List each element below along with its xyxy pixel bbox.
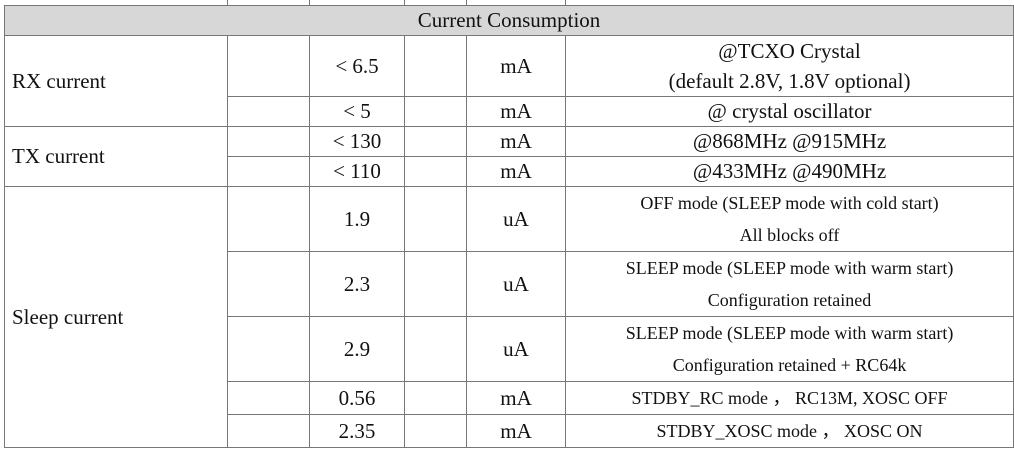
condition-line: @TCXO Crystal [718, 39, 861, 63]
unit-cell: uA [466, 186, 566, 252]
unit-cell: mA [466, 381, 566, 415]
min-cell [227, 156, 310, 187]
min-cell [227, 381, 310, 415]
condition-cell: @868MHz @915MHz [564, 126, 1014, 157]
max-cell [404, 251, 467, 317]
section-header: Current Consumption [3, 5, 1014, 36]
value-cell: 2.3 [309, 251, 405, 317]
condition-line: (default 2.8V, 1.8V optional) [668, 69, 911, 93]
min-cell [227, 35, 310, 97]
value-cell: 2.35 [309, 414, 405, 448]
min-cell [227, 316, 310, 382]
table-row: TX current < 130 mA @868MHz @915MHz [4, 126, 1014, 187]
max-cell [404, 35, 467, 97]
unit-cell: uA [466, 316, 566, 382]
condition-line: Configuration retained [707, 290, 872, 310]
condition-line: SLEEP mode (SLEEP mode with warm start) [625, 323, 954, 343]
unit-cell: mA [466, 96, 566, 127]
condition-cell: SLEEP mode (SLEEP mode with warm start) … [564, 316, 1014, 382]
condition-cell: @ crystal oscillator [564, 96, 1014, 127]
unit-cell: uA [466, 251, 566, 317]
min-cell [227, 414, 310, 448]
value-cell: < 6.5 [309, 35, 405, 97]
max-cell [404, 156, 467, 187]
current-consumption-table-wrapper: Current Consumption RX current < 6.5 mA … [3, 0, 1014, 459]
unit-cell: mA [466, 414, 566, 448]
condition-line: SLEEP mode (SLEEP mode with warm start) [625, 258, 954, 278]
value-cell: 2.9 [309, 316, 405, 382]
condition-cell: STDBY_RC mode ， RC13M, XOSC OFF [564, 381, 1014, 415]
table-row: < 5 mA @ crystal oscillator [5, 96, 1014, 127]
table-row: RX current < 6.5 mA @TCXO Crystal (defau… [4, 35, 1014, 127]
current-consumption-table: Current Consumption RX current < 6.5 mA … [3, 5, 1014, 448]
condition-cell: @433MHz @490MHz [564, 156, 1014, 187]
min-cell [227, 186, 310, 252]
condition-cell: @TCXO Crystal (default 2.8V, 1.8V option… [564, 35, 1014, 97]
condition-line: All blocks off [739, 225, 840, 245]
value-cell: < 110 [309, 156, 405, 187]
condition-line: Configuration retained + RC64k [672, 355, 907, 375]
max-cell [404, 96, 467, 127]
condition-line: OFF mode (SLEEP mode with cold start) [640, 193, 939, 213]
unit-cell: mA [466, 156, 566, 187]
unit-cell: mA [466, 126, 566, 157]
parameter-cell: Sleep current [4, 186, 228, 448]
condition-cell: SLEEP mode (SLEEP mode with warm start) … [564, 251, 1014, 317]
value-cell: < 130 [309, 126, 405, 157]
max-cell [404, 414, 467, 448]
table-row: 2.35 mA STDBY_XOSC mode ， XOSC ON [5, 414, 1014, 448]
min-cell [227, 96, 310, 127]
table-row: Sleep current 1.9 uA OFF mode (SLEEP mod… [4, 186, 1014, 448]
max-cell [404, 186, 467, 252]
condition-cell: OFF mode (SLEEP mode with cold start) Al… [564, 186, 1014, 252]
parameter-cell: TX current [4, 126, 228, 187]
max-cell [404, 316, 467, 382]
value-cell: < 5 [309, 96, 405, 127]
value-cell: 1.9 [309, 186, 405, 252]
min-cell [227, 251, 310, 317]
condition-cell: STDBY_XOSC mode ， XOSC ON [564, 414, 1014, 448]
table-row: 2.9 uA SLEEP mode (SLEEP mode with warm … [5, 316, 1014, 382]
parameter-cell: RX current [4, 35, 228, 127]
min-cell [227, 126, 310, 157]
max-cell [404, 126, 467, 157]
unit-cell: mA [466, 35, 566, 97]
value-cell: 0.56 [309, 381, 405, 415]
max-cell [404, 381, 467, 415]
